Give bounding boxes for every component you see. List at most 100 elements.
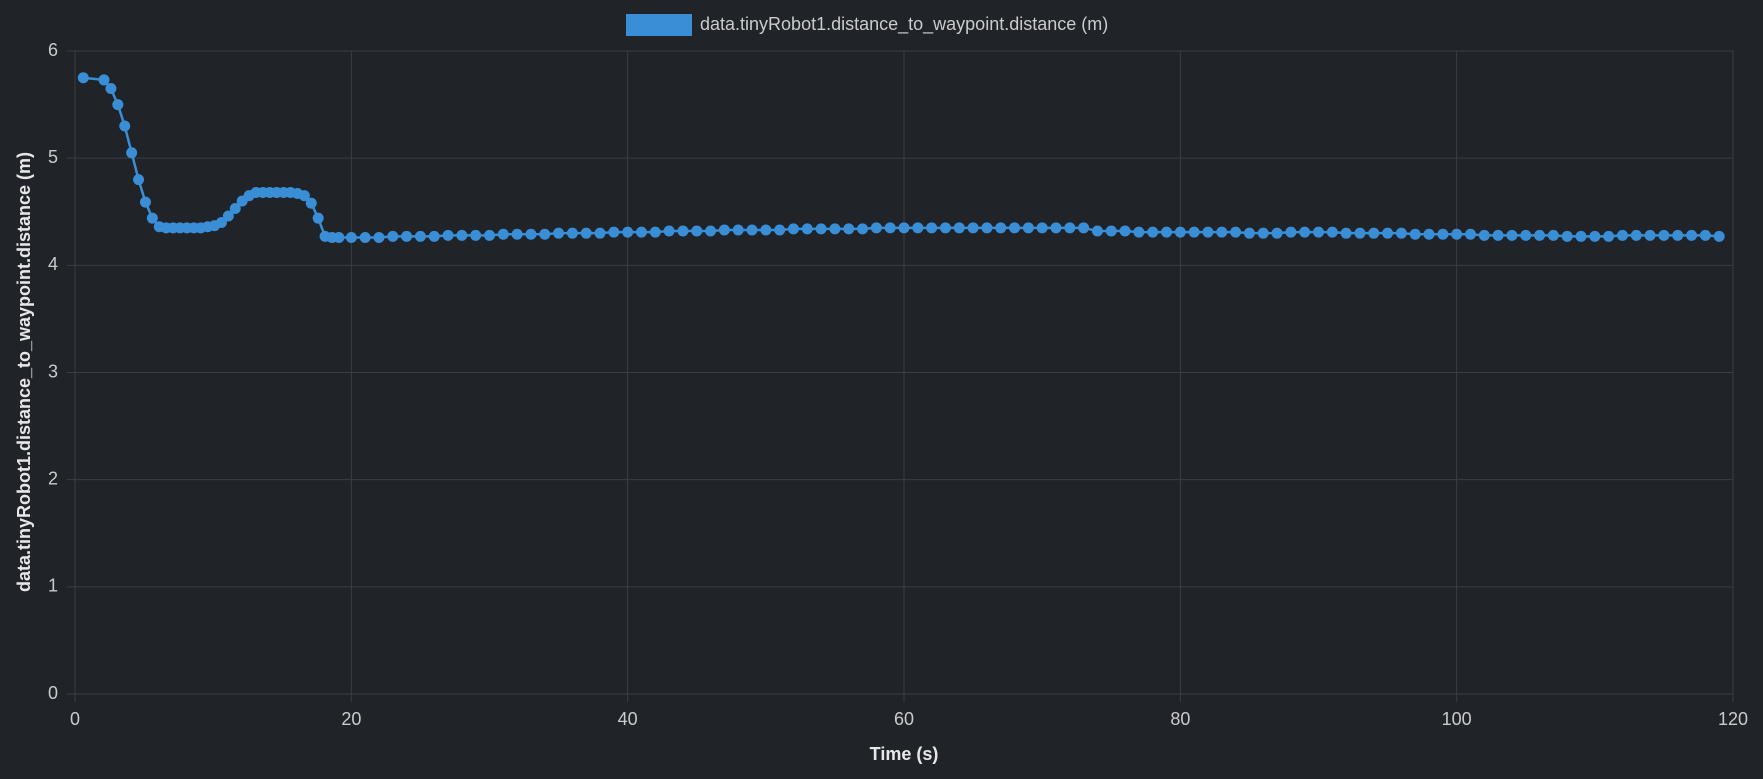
data-point (373, 231, 385, 243)
data-point (305, 197, 317, 209)
data-point (760, 224, 772, 236)
data-point (119, 120, 131, 132)
data-point (843, 223, 855, 235)
data-point (622, 226, 634, 238)
data-point (112, 99, 124, 111)
data-point (456, 229, 468, 241)
data-point (1202, 226, 1214, 238)
data-point (1216, 226, 1228, 238)
data-point (649, 226, 661, 238)
data-point (1368, 227, 1380, 239)
x-tick-label: 0 (70, 709, 80, 729)
data-point (746, 224, 758, 236)
legend-label: data.tinyRobot1.distance_to_waypoint.dis… (700, 14, 1108, 35)
data-point (1354, 227, 1366, 239)
data-point (1451, 228, 1463, 240)
data-point (215, 216, 227, 228)
data-point (1603, 230, 1615, 242)
y-tick-label: 5 (48, 147, 58, 167)
data-point (1133, 226, 1145, 238)
data-point (1257, 227, 1269, 239)
data-point (1616, 229, 1628, 241)
data-point (566, 227, 578, 239)
data-point (1382, 227, 1394, 239)
data-point (663, 225, 675, 237)
x-tick-label: 120 (1718, 709, 1748, 729)
data-point (718, 224, 730, 236)
data-point (1506, 229, 1518, 241)
data-point (1492, 229, 1504, 241)
data-point (608, 226, 620, 238)
data-point (133, 174, 145, 186)
data-point (1174, 226, 1186, 238)
data-point (428, 230, 440, 242)
data-point (470, 229, 482, 241)
data-point (981, 222, 993, 234)
data-point (1520, 229, 1532, 241)
data-point (1478, 229, 1490, 241)
data-point (774, 224, 786, 236)
y-tick-label: 3 (48, 361, 58, 381)
data-point (1699, 229, 1711, 241)
data-point (1575, 230, 1587, 242)
data-point (580, 227, 592, 239)
data-point (98, 74, 110, 86)
x-axis-title: Time (s) (870, 744, 939, 764)
data-point (1243, 227, 1255, 239)
x-tick-label: 80 (1170, 709, 1190, 729)
data-point (77, 72, 89, 84)
data-point (1340, 227, 1352, 239)
data-point (1589, 230, 1601, 242)
x-tick-label: 60 (894, 709, 914, 729)
data-point (539, 228, 551, 240)
data-point (953, 222, 965, 234)
data-point (1285, 226, 1297, 238)
data-point (126, 147, 138, 159)
data-point (1161, 226, 1173, 238)
data-point (1423, 228, 1435, 240)
data-point (857, 223, 869, 235)
data-point (1271, 227, 1283, 239)
data-point (222, 210, 234, 222)
data-point (1064, 222, 1076, 234)
data-point (1686, 229, 1698, 241)
data-point (298, 190, 310, 202)
data-point (1009, 222, 1021, 234)
data-point (387, 230, 399, 242)
data-point (1658, 229, 1670, 241)
data-point (635, 226, 647, 238)
data-point (967, 222, 979, 234)
data-point (1713, 230, 1725, 242)
x-tick-label: 20 (341, 709, 361, 729)
data-point (1561, 230, 1573, 242)
data-point (1313, 226, 1324, 238)
data-point (1119, 225, 1131, 237)
data-point (912, 222, 924, 234)
data-point (146, 212, 158, 224)
data-point (705, 225, 717, 237)
data-point (1188, 226, 1200, 238)
x-tick-label: 100 (1442, 709, 1472, 729)
data-point (359, 231, 371, 243)
data-point (1105, 225, 1117, 237)
data-point (995, 222, 1007, 234)
data-point (732, 224, 744, 236)
y-axis-title: data.tinyRobot1.distance_to_waypoint.dis… (14, 152, 34, 592)
data-point (105, 83, 117, 95)
data-line (83, 76, 1720, 239)
y-tick-label: 2 (48, 468, 58, 488)
x-tick-label: 40 (618, 709, 638, 729)
data-point (553, 227, 565, 239)
data-point (1409, 228, 1421, 240)
data-point (1147, 226, 1159, 238)
data-point (1326, 226, 1338, 238)
data-point (511, 228, 523, 240)
data-point (1230, 226, 1242, 238)
data-point (898, 222, 910, 234)
data-point (926, 222, 938, 234)
y-tick-label: 4 (48, 254, 58, 274)
y-tick-label: 1 (48, 576, 58, 596)
data-point (1464, 228, 1476, 240)
data-point (1644, 229, 1656, 241)
